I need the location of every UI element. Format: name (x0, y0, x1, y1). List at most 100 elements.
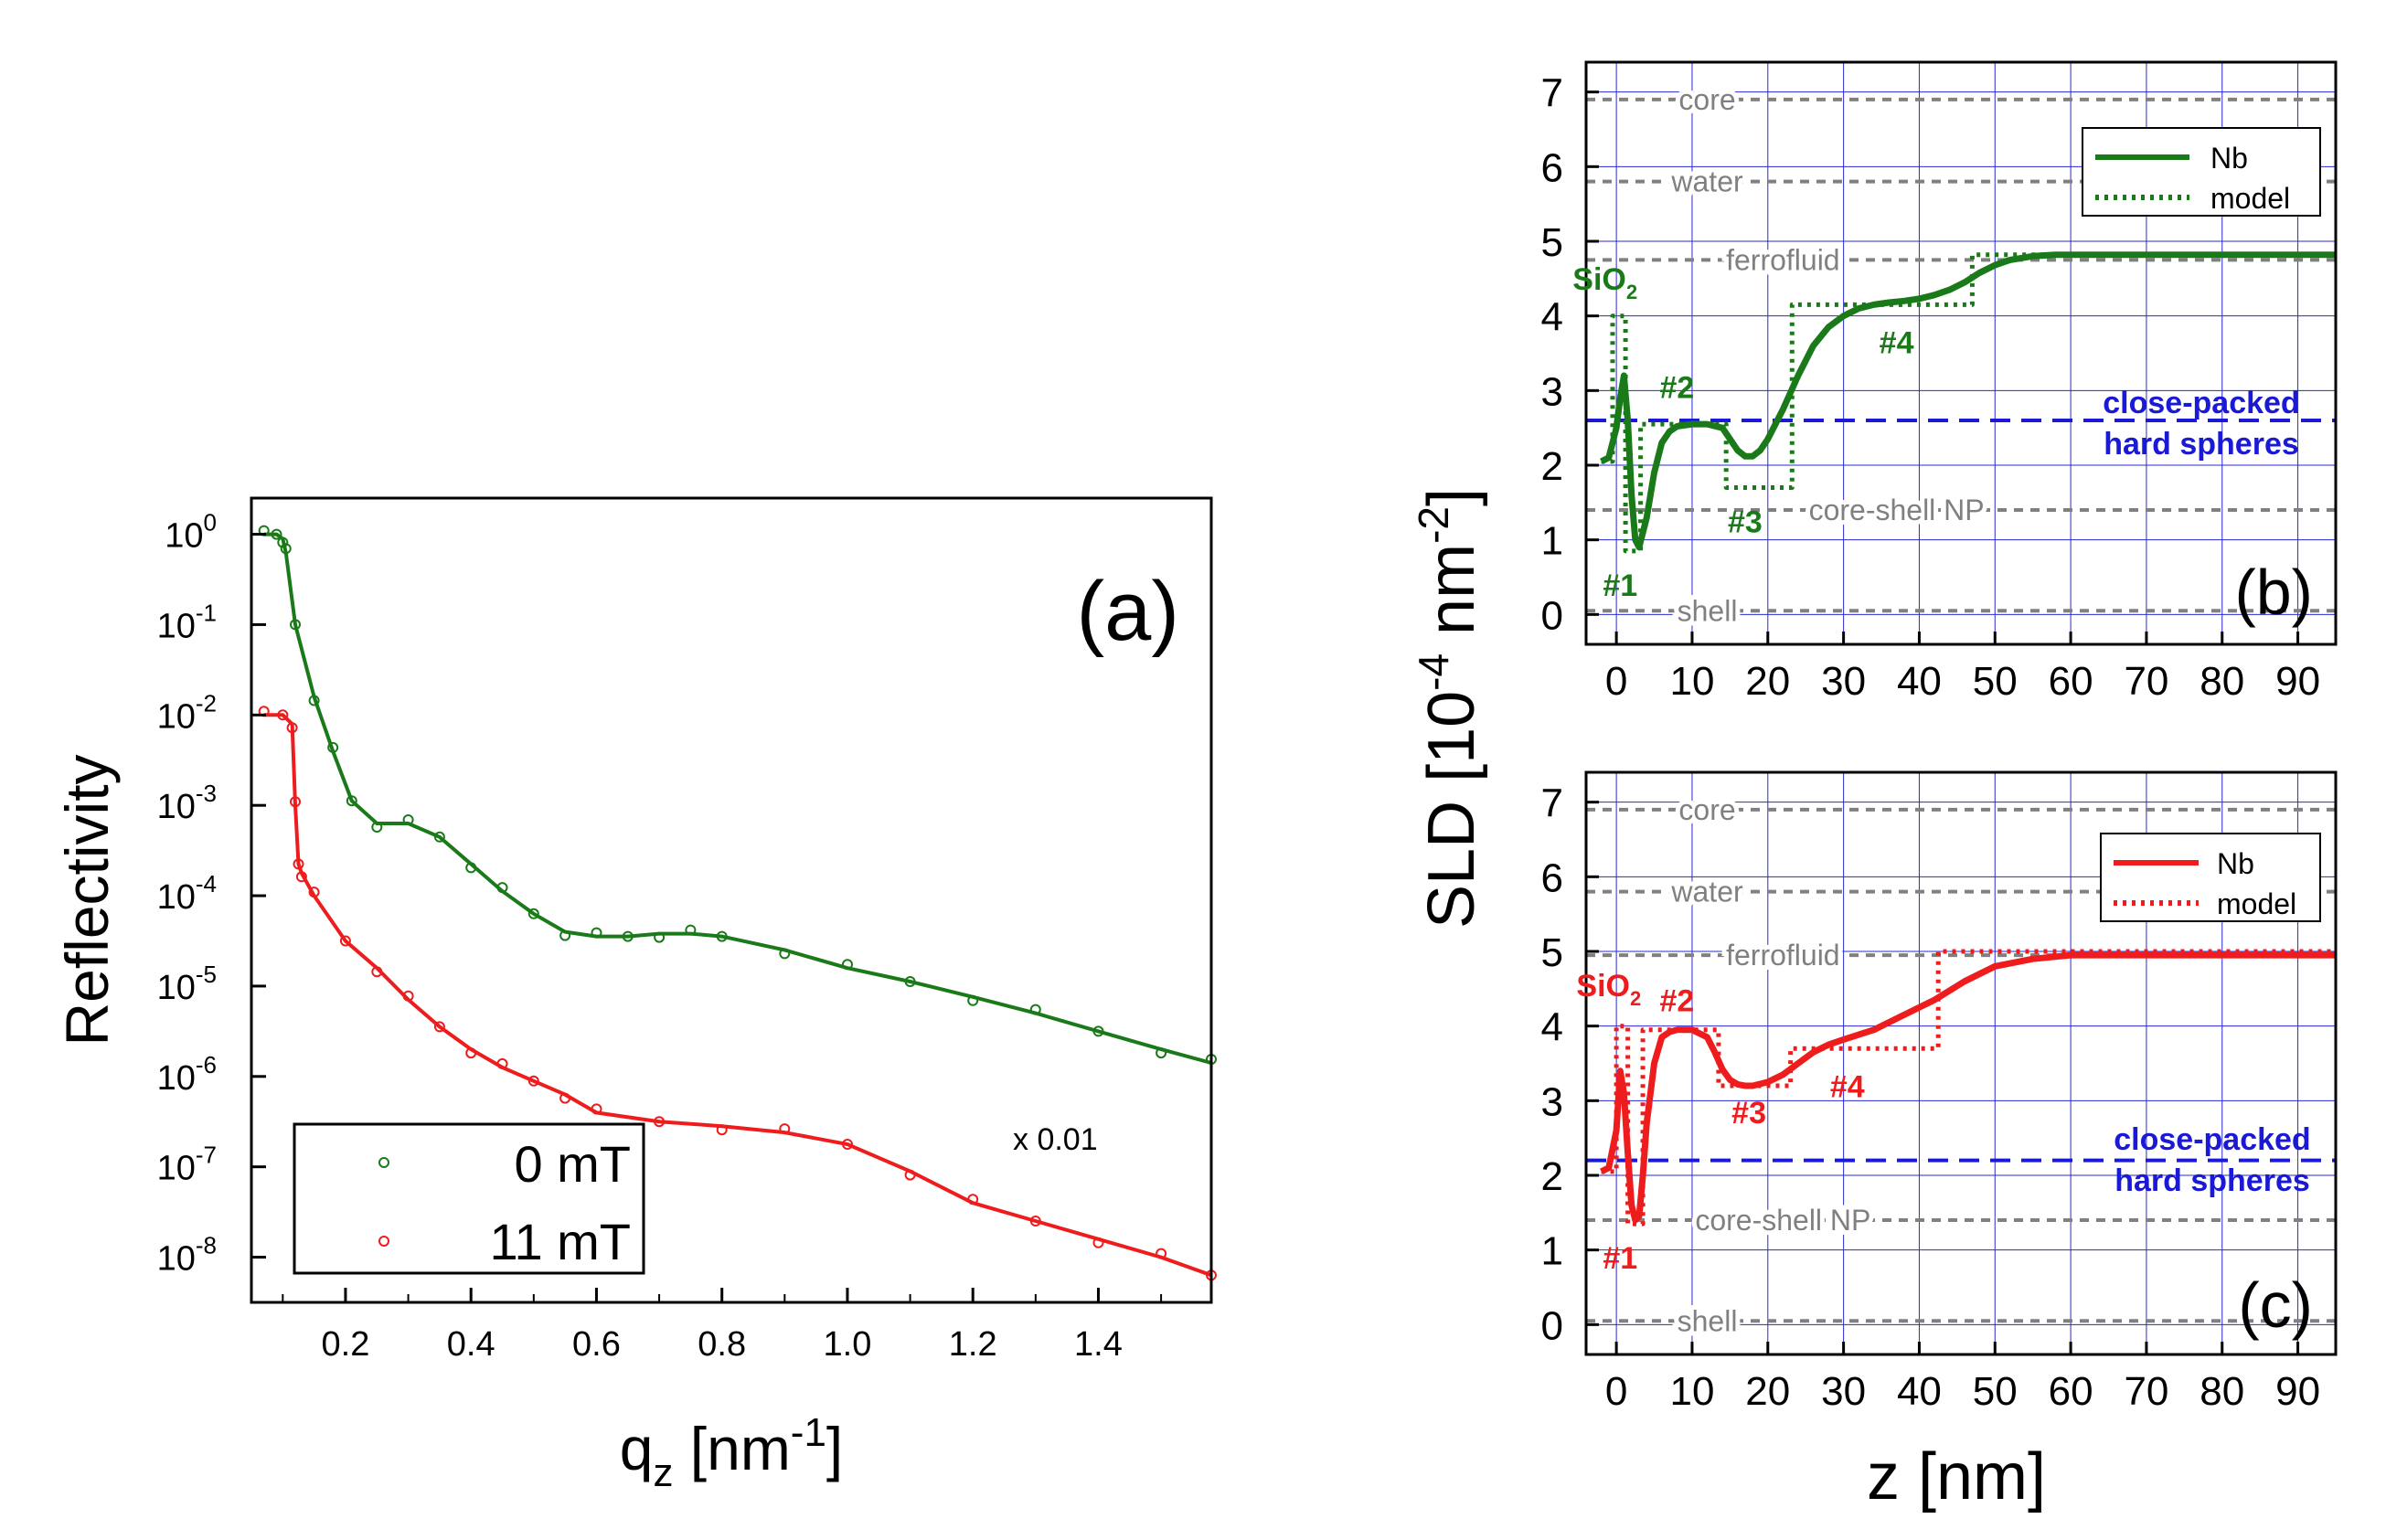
legend-label-nb-c: Nb (2217, 847, 2254, 880)
fit-line-11mT (263, 713, 1212, 1278)
close-packed-label-b: close-packed (2103, 386, 2299, 420)
data-point-0mT (591, 927, 602, 939)
data-point-0mT (1156, 1047, 1167, 1059)
x-label-unit: [nm (673, 1415, 790, 1482)
data-point-11mT (465, 1047, 477, 1059)
x-tick-label-c: 70 (2124, 1369, 2168, 1414)
y-tick-exponent-a: -2 (196, 689, 217, 717)
data-point-11mT (339, 935, 351, 947)
data-point-11mT (290, 796, 301, 808)
data-point-0mT (402, 814, 414, 825)
x-tick-label-c: 60 (2049, 1369, 2093, 1414)
data-point-0mT (433, 831, 445, 843)
ref-label-b: core-shell NP (1809, 494, 1985, 526)
x-tick-label-b: 70 (2124, 659, 2168, 704)
x-tick-label-a: 0.6 (572, 1325, 621, 1364)
x-tick-label-a: 1.4 (1074, 1325, 1123, 1364)
data-point-0mT (527, 908, 539, 919)
data-point-0mT (779, 948, 791, 960)
x-tick-label-b: 90 (2275, 659, 2320, 704)
x-tick-label-b: 30 (1821, 659, 1866, 704)
data-point-0mT (465, 862, 477, 874)
y-tick-label-a: 10-7 (157, 1142, 217, 1188)
data-point-0mT (716, 930, 728, 942)
y-axis-label-reflectivity: Reflectivity (53, 754, 121, 1046)
y-tick-label-b: 0 (1541, 593, 1563, 638)
ref-label-c: ferrofluid (1726, 939, 1840, 972)
data-point-0mT (622, 930, 634, 942)
x-tick-label-b: 10 (1669, 659, 1714, 704)
data-point-11mT (371, 966, 383, 978)
x-tick-label-a: 0.2 (322, 1325, 370, 1364)
y-tick-label-c: 0 (1541, 1303, 1563, 1348)
data-point-11mT (591, 1103, 602, 1115)
data-point-0mT (277, 536, 289, 548)
nb-line-b (1600, 251, 2336, 551)
data-point-0mT (1029, 1004, 1041, 1015)
data-point-0mT (271, 528, 282, 540)
layer-label-b: #1 (1603, 568, 1637, 603)
ref-label-c: core (1678, 793, 1735, 826)
data-point-0mT (904, 976, 916, 987)
x-tick-label-b: 0 (1605, 659, 1627, 704)
y-tick-exponent-a: -5 (196, 961, 217, 988)
x-tick-label-b: 20 (1745, 659, 1790, 704)
sld-sup1: -4 (1410, 653, 1457, 691)
x-label-main: q (620, 1415, 654, 1482)
layer-label-b: #2 (1659, 371, 1694, 406)
data-point-11mT (402, 990, 414, 1002)
sld-close: ] (1415, 488, 1488, 506)
y-tick-exponent-a: -3 (196, 780, 217, 807)
y-tick-label-c: 1 (1541, 1229, 1563, 1274)
data-point-11mT (559, 1092, 571, 1104)
data-point-11mT (277, 709, 289, 721)
ref-label-b: water (1670, 165, 1743, 198)
y-tick-label-c: 4 (1541, 1005, 1563, 1050)
data-point-0mT (685, 924, 697, 936)
layer-label-c: #1 (1603, 1241, 1637, 1276)
data-point-0mT (842, 959, 853, 971)
layer-label-b: SiO2 (1572, 262, 1637, 303)
ref-label-c: core-shell NP (1695, 1204, 1870, 1237)
y-tick-label-c: 7 (1541, 781, 1563, 826)
panel-a-label: (a) (1077, 565, 1179, 658)
legend-label-model-b: model (2210, 182, 2290, 215)
legend-marker-0mT (378, 1157, 389, 1168)
y-tick-label-c: 6 (1541, 855, 1563, 900)
y-tick-label-b: 2 (1541, 444, 1563, 489)
nb-line-c (1600, 951, 2336, 1224)
data-point-0mT (967, 994, 979, 1006)
y-tick-label-b: 3 (1541, 369, 1563, 414)
data-point-0mT (308, 695, 320, 706)
y-tick-label-b: 4 (1541, 295, 1563, 340)
x-tick-label-c: 10 (1669, 1369, 1714, 1414)
x-tick-label-a: 0.8 (698, 1325, 746, 1364)
data-point-11mT (654, 1116, 666, 1128)
layer-label-b: #4 (1880, 326, 1914, 361)
panel-a-reflectivity: 0.2 0.4 0.6 0.8 1.0 1.2 1.4 100 10-1 10-2 10-3 10-4… (53, 496, 1217, 1495)
sld-mid: nm (1415, 544, 1488, 653)
legend-box-b (2082, 127, 2321, 217)
data-point-11mT (1029, 1216, 1041, 1227)
data-point-11mT (1092, 1237, 1104, 1248)
model-line-b (1601, 252, 2336, 554)
x-tick-label-b: 80 (2200, 659, 2244, 704)
x-tick-label-a: 1.2 (949, 1325, 997, 1364)
model-line-c (1601, 949, 2336, 1227)
data-point-11mT (904, 1169, 916, 1181)
layer-label-b: #3 (1728, 505, 1763, 540)
x-tick-label-c: 90 (2275, 1369, 2320, 1414)
layer-label-c: #4 (1830, 1069, 1865, 1104)
data-point-11mT (716, 1124, 728, 1136)
y-tick-exponent-a: -6 (196, 1051, 217, 1078)
data-point-11mT (286, 722, 298, 734)
sld-sup2: -2 (1410, 506, 1457, 544)
legend-marker-11mT (378, 1236, 389, 1247)
y-tick-label-a: 10-1 (157, 599, 217, 645)
x-tick-label-b: 60 (2049, 659, 2093, 704)
data-point-11mT (295, 871, 307, 883)
panel-b-label: (b) (2234, 557, 2313, 628)
x-tick-label-a: 0.4 (447, 1325, 495, 1364)
